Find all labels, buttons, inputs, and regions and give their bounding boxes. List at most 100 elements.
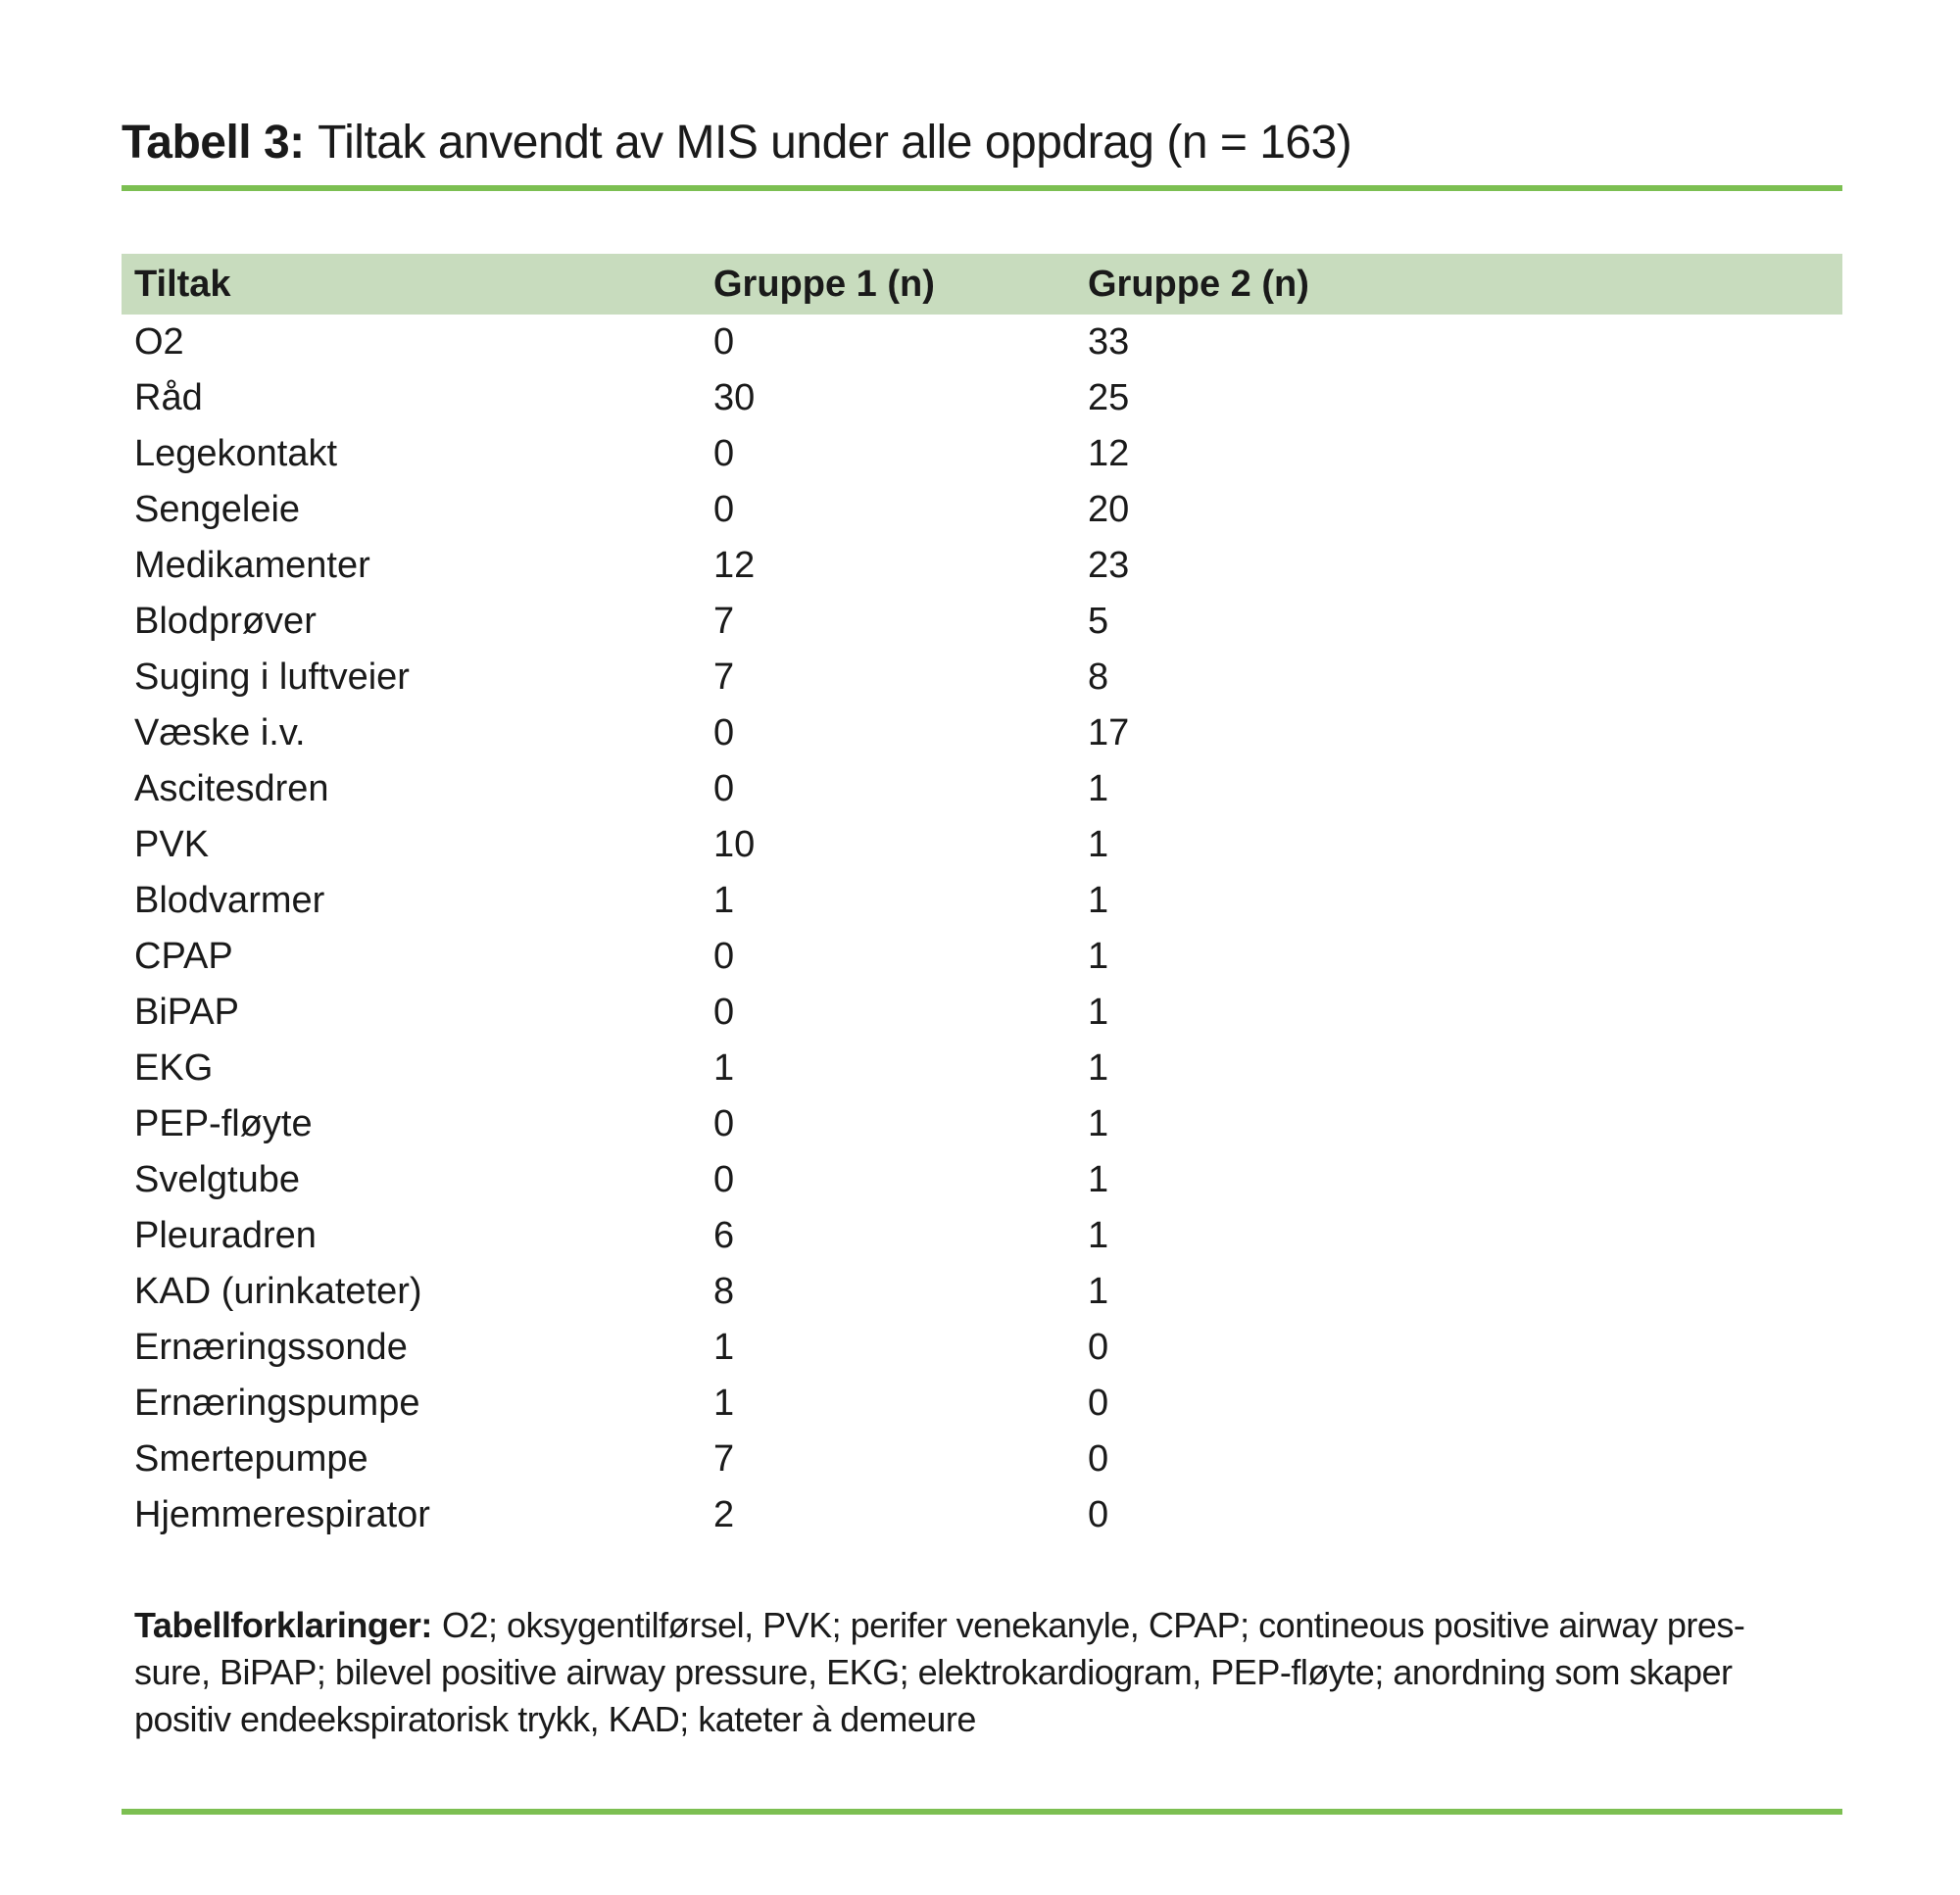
table-row: Sengeleie 0 20	[122, 482, 1842, 538]
footnote-line: positiv endeekspiratorisk trykk, KAD; ka…	[134, 1699, 976, 1739]
column-header-tiltak: Tiltak	[134, 264, 231, 305]
cell-gruppe2: 0	[1088, 1327, 1109, 1368]
cell-tiltak: Ascitesdren	[134, 768, 329, 809]
cell-gruppe2: 5	[1088, 601, 1109, 642]
cell-tiltak: Hjemmerespirator	[134, 1494, 430, 1535]
cell-gruppe1: 30	[713, 377, 756, 418]
footnote-label: Tabellforklaringer:	[134, 1605, 432, 1645]
cell-gruppe2: 25	[1088, 377, 1130, 418]
cell-tiltak: Ernæringssonde	[134, 1327, 408, 1368]
table-row: Smertepumpe 7 0	[122, 1432, 1842, 1487]
cell-gruppe1: 1	[713, 1047, 735, 1089]
cell-gruppe2: 1	[1088, 936, 1109, 977]
cell-gruppe1: 0	[713, 1159, 735, 1200]
footnote-line: Tabellforklaringer: O2; oksygentilførsel,…	[134, 1602, 1898, 1649]
cell-gruppe1: 0	[713, 433, 735, 474]
cell-gruppe2: 33	[1088, 321, 1130, 363]
cell-gruppe2: 1	[1088, 992, 1109, 1033]
cell-gruppe2: 1	[1088, 1159, 1109, 1200]
bottom-divider-line	[122, 1809, 1842, 1815]
cell-tiltak: O2	[134, 321, 184, 363]
top-divider-line	[122, 185, 1842, 191]
cell-gruppe2: 12	[1088, 433, 1130, 474]
cell-tiltak: Blodvarmer	[134, 880, 325, 921]
cell-tiltak: Suging i luftveier	[134, 656, 410, 698]
cell-gruppe1: 7	[713, 656, 735, 698]
cell-gruppe1: 10	[713, 824, 756, 865]
cell-gruppe2: 0	[1088, 1383, 1109, 1424]
column-header-gruppe2: Gruppe 2 (n)	[1088, 264, 1309, 305]
cell-tiltak: Legekontakt	[134, 433, 338, 474]
cell-tiltak: EKG	[134, 1047, 214, 1089]
footnote-line: sure, BiPAP; bilevel positive airway pre…	[134, 1652, 1733, 1692]
cell-tiltak: Blodprøver	[134, 601, 317, 642]
table-row: Medikamenter 12 23	[122, 538, 1842, 594]
cell-gruppe1: 1	[713, 880, 735, 921]
cell-gruppe1: 1	[713, 1383, 735, 1424]
cell-gruppe1: 0	[713, 489, 735, 530]
cell-tiltak: Sengeleie	[134, 489, 301, 530]
table-row: Blodprøver 7 5	[122, 594, 1842, 650]
cell-tiltak: Væske i.v.	[134, 712, 306, 753]
table-caption-text: Tiltak anvendt av MIS under alle oppdrag…	[318, 117, 1352, 169]
cell-gruppe1: 0	[713, 936, 735, 977]
table-row: Ascitesdren 0 1	[122, 761, 1842, 817]
table-header-row: Tiltak Gruppe 1 (n) Gruppe 2 (n)	[122, 254, 1842, 315]
table-row: Hjemmerespirator 2 0	[122, 1487, 1842, 1543]
table-row: CPAP 0 1	[122, 929, 1842, 985]
cell-gruppe1: 0	[713, 992, 735, 1033]
cell-gruppe1: 0	[713, 768, 735, 809]
cell-tiltak: KAD (urinkateter)	[134, 1271, 422, 1312]
cell-gruppe2: 1	[1088, 1047, 1109, 1089]
column-header-gruppe1: Gruppe 1 (n)	[713, 264, 935, 305]
table-row: PVK 10 1	[122, 817, 1842, 873]
cell-gruppe2: 20	[1088, 489, 1130, 530]
table-row: Ernæringssonde 1 0	[122, 1320, 1842, 1376]
table-row: Suging i luftveier 7 8	[122, 650, 1842, 705]
cell-tiltak: Råd	[134, 377, 203, 418]
table-row: Legekontakt 0 12	[122, 426, 1842, 482]
cell-tiltak: CPAP	[134, 936, 233, 977]
cell-gruppe2: 1	[1088, 1103, 1109, 1144]
table-row: Svelgtube 0 1	[122, 1152, 1842, 1208]
cell-gruppe2: 1	[1088, 880, 1109, 921]
table-footnote: Tabellforklaringer: O2; oksygentilførsel,…	[134, 1602, 1898, 1743]
footnote-text: O2; oksygentilførsel, PVK; perifer venek…	[441, 1605, 1745, 1645]
cell-gruppe1: 0	[713, 712, 735, 753]
cell-gruppe1: 2	[713, 1494, 735, 1535]
table-row: Ernæringspumpe 1 0	[122, 1376, 1842, 1432]
table-row: KAD (urinkateter) 8 1	[122, 1264, 1842, 1320]
cell-tiltak: PEP-fløyte	[134, 1103, 313, 1144]
cell-gruppe2: 17	[1088, 712, 1130, 753]
table-row: Blodvarmer 1 1	[122, 873, 1842, 929]
cell-gruppe2: 1	[1088, 1271, 1109, 1312]
table-row: PEP-fløyte 0 1	[122, 1096, 1842, 1152]
table-row: Væske i.v. 0 17	[122, 705, 1842, 761]
cell-tiltak: Pleuradren	[134, 1215, 317, 1256]
cell-gruppe2: 0	[1088, 1494, 1109, 1535]
cell-tiltak: Svelgtube	[134, 1159, 301, 1200]
table-row: O2 0 33	[122, 315, 1842, 370]
cell-gruppe2: 0	[1088, 1438, 1109, 1480]
table-row: EKG 1 1	[122, 1041, 1842, 1096]
cell-tiltak: PVK	[134, 824, 210, 865]
cell-gruppe1: 7	[713, 601, 735, 642]
cell-tiltak: BiPAP	[134, 992, 240, 1033]
table-row: BiPAP 0 1	[122, 985, 1842, 1041]
cell-tiltak: Ernæringspumpe	[134, 1383, 420, 1424]
cell-gruppe1: 0	[713, 1103, 735, 1144]
cell-gruppe2: 1	[1088, 824, 1109, 865]
cell-tiltak: Medikamenter	[134, 545, 370, 586]
cell-gruppe2: 23	[1088, 545, 1130, 586]
cell-tiltak: Smertepumpe	[134, 1438, 368, 1480]
table-caption: Tabell 3: Tiltak anvendt av MIS under all…	[122, 117, 1352, 169]
cell-gruppe1: 6	[713, 1215, 735, 1256]
table-body: O2 0 33 Råd 30 25 Legekontakt 0 12 Sengeleie 0 20 Me…	[122, 315, 1842, 1543]
cell-gruppe1: 1	[713, 1327, 735, 1368]
cell-gruppe1: 7	[713, 1438, 735, 1480]
table-row: Råd 30 25	[122, 370, 1842, 426]
cell-gruppe2: 1	[1088, 768, 1109, 809]
table-row: Pleuradren 6 1	[122, 1208, 1842, 1264]
cell-gruppe1: 0	[713, 321, 735, 363]
